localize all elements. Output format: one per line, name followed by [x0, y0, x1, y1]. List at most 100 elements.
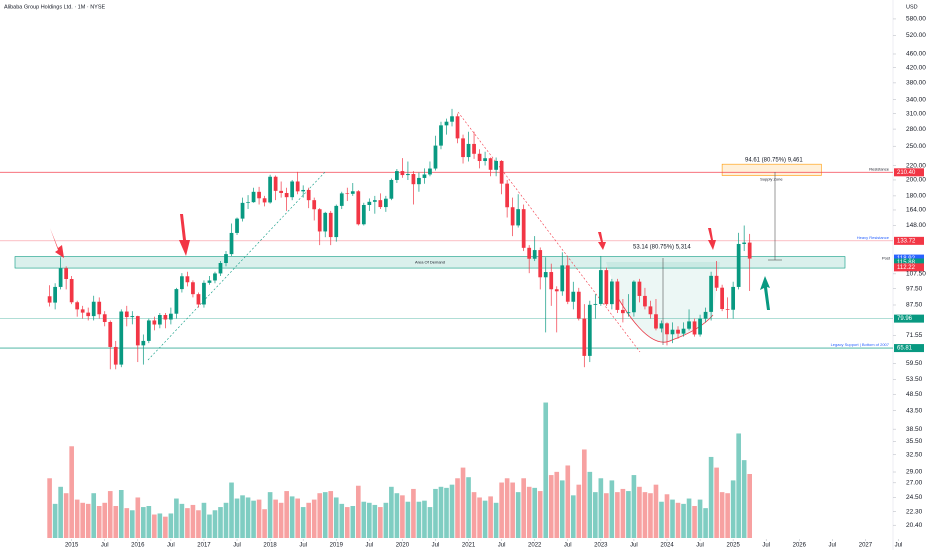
- level-tag: [894, 263, 924, 272]
- volume-bar: [730, 480, 736, 538]
- candle-body: [163, 314, 168, 320]
- candle-body: [560, 265, 565, 292]
- volume-bar: [339, 503, 345, 538]
- volume-bar: [207, 514, 212, 538]
- candle-body: [709, 275, 713, 312]
- candle-body: [58, 268, 63, 287]
- candle-body: [521, 209, 526, 248]
- volume-bar: [499, 482, 504, 538]
- candle-body: [169, 313, 173, 320]
- candle-body: [141, 340, 146, 346]
- candle-body: [565, 265, 570, 302]
- volume-bar: [444, 487, 449, 538]
- candle-body: [53, 286, 57, 303]
- x-tick-label: Jul: [762, 543, 770, 549]
- volume-bar: [686, 498, 692, 538]
- candle-body: [246, 202, 250, 203]
- candle-body: [295, 181, 300, 192]
- y-tick-label: 164.00: [906, 207, 926, 214]
- arrows: [50, 214, 716, 258]
- candle-body: [736, 243, 741, 287]
- candle-body: [328, 212, 333, 238]
- volume-bar: [85, 503, 91, 538]
- volume-bar: [96, 506, 102, 538]
- candle-body: [455, 116, 460, 139]
- y-tick-label: 24.50: [906, 494, 923, 501]
- volume-bar: [526, 486, 532, 538]
- candle-body: [516, 209, 521, 226]
- volume-bar: [355, 485, 361, 538]
- candle-body: [350, 191, 355, 194]
- volume-bar: [69, 446, 74, 538]
- level-label: 79.96: [897, 316, 913, 322]
- candle-body: [598, 270, 603, 304]
- candle-body: [554, 289, 559, 292]
- candle-body: [97, 301, 102, 315]
- volume-bar: [179, 503, 185, 538]
- volume-bar: [229, 482, 234, 538]
- volume-bar: [317, 493, 323, 538]
- x-tick-label: 2023: [594, 543, 608, 549]
- candle-body: [218, 263, 223, 274]
- candle-body: [494, 160, 498, 170]
- candle-body: [290, 181, 295, 198]
- candle-body: [301, 189, 306, 192]
- candle-body: [334, 205, 339, 238]
- volume-bar: [333, 497, 339, 538]
- volume-bar: [185, 508, 190, 538]
- volume-bar: [383, 502, 389, 538]
- candle-body: [417, 177, 421, 185]
- y-tick-label: 97.50: [906, 285, 923, 292]
- volume-bar: [626, 491, 631, 538]
- candle-body: [383, 198, 388, 208]
- volume-bar: [350, 506, 356, 538]
- y-tick-label: 520.00: [906, 32, 926, 39]
- candle-body: [406, 174, 410, 176]
- volume-bar: [240, 495, 245, 538]
- x-tick-label: Jul: [101, 543, 109, 549]
- y-tick-label: 59.50: [906, 360, 923, 367]
- x-tick-label: Jul: [233, 543, 241, 549]
- x-tick-label: 2025: [726, 543, 740, 549]
- candle-body: [477, 153, 482, 162]
- candle-body: [720, 287, 724, 310]
- arrow: [598, 232, 606, 250]
- candle-body: [279, 190, 284, 193]
- candle-body: [75, 302, 80, 310]
- volume-bar: [361, 501, 367, 538]
- volume-bar: [300, 507, 306, 538]
- volume-bar: [118, 490, 124, 538]
- volume-bar: [157, 513, 163, 538]
- y-tick-label: 27.00: [906, 480, 923, 487]
- candle-body: [229, 232, 234, 255]
- volume-bar: [466, 477, 471, 538]
- volume-bar: [322, 492, 328, 538]
- x-tick-label: Jul: [498, 543, 506, 549]
- x-tick-label: 2024: [660, 543, 674, 549]
- candle-body: [643, 295, 647, 307]
- volume-bar: [433, 488, 438, 538]
- measure-label: 53.14 (80.75%) 5,314: [633, 245, 691, 251]
- volume-bar: [372, 504, 378, 538]
- x-tick-label: 2018: [263, 543, 277, 549]
- candle-body: [235, 218, 239, 233]
- x-tick-label: 2016: [131, 543, 145, 549]
- y-tick-label: 38.50: [906, 426, 923, 433]
- volume-bar: [736, 433, 741, 538]
- y-tick-label: 22.30: [906, 508, 923, 515]
- y-tick-label: 71.55: [906, 332, 923, 339]
- volume-bar: [190, 504, 196, 538]
- volume-bar: [576, 484, 582, 538]
- volume-bar: [367, 502, 372, 538]
- candle-body: [621, 309, 625, 314]
- volume-bar: [604, 493, 609, 538]
- volume-bar: [543, 402, 549, 538]
- volume-bar: [124, 508, 130, 538]
- candle-body: [543, 272, 548, 278]
- volume-bar: [416, 501, 422, 538]
- y-tick-label: 35.50: [906, 438, 923, 445]
- volume-bar: [289, 496, 295, 538]
- volume-bar: [245, 497, 251, 538]
- axes: 210.40 Resistance 133.72 Heavy Resistance 11…: [65, 16, 926, 549]
- volume-bar: [80, 502, 86, 538]
